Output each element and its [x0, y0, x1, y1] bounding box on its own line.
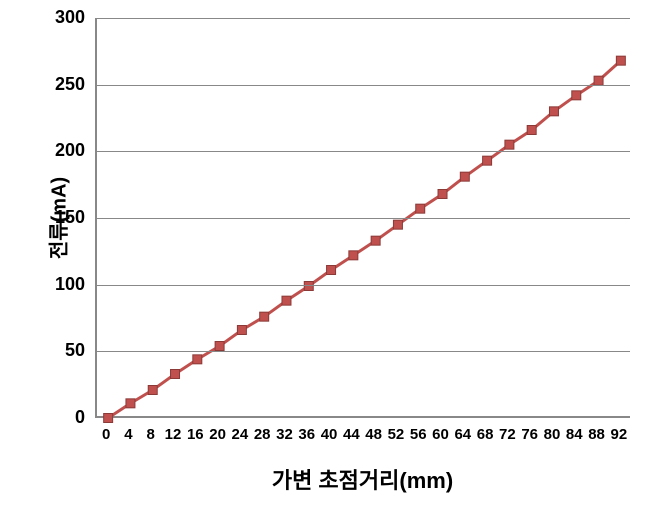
y-tick-label: 200	[0, 140, 85, 161]
data-marker	[527, 126, 536, 135]
data-marker	[505, 140, 514, 149]
x-tick-label: 12	[165, 426, 182, 443]
x-tick-label: 48	[365, 426, 382, 443]
x-tick-label: 76	[521, 426, 538, 443]
x-tick-label: 44	[343, 426, 360, 443]
data-marker	[260, 312, 269, 321]
data-marker	[460, 172, 469, 181]
data-marker	[237, 326, 246, 335]
gridline-h	[97, 18, 630, 19]
data-marker	[171, 370, 180, 379]
x-tick-label: 92	[611, 426, 628, 443]
data-marker	[304, 282, 313, 291]
x-tick-label: 84	[566, 426, 583, 443]
x-axis-label: 가변 초점거리(mm)	[272, 463, 453, 495]
x-tick-label: 4	[124, 426, 132, 443]
y-tick-label: 300	[0, 7, 85, 28]
x-tick-label: 20	[209, 426, 226, 443]
x-tick-label: 8	[147, 426, 155, 443]
x-tick-label: 56	[410, 426, 427, 443]
plot-area	[95, 18, 630, 418]
gridline-h	[97, 285, 630, 286]
x-tick-label: 80	[544, 426, 561, 443]
x-tick-label: 68	[477, 426, 494, 443]
x-tick-label: 36	[298, 426, 315, 443]
x-tick-label: 16	[187, 426, 204, 443]
data-marker	[416, 204, 425, 213]
data-marker	[193, 355, 202, 364]
gridline-h	[97, 218, 630, 219]
chart-container: 전류(mA) 가변 초점거리(mm) 050100150200250300048…	[0, 0, 658, 522]
data-marker	[282, 296, 291, 305]
data-marker	[393, 220, 402, 229]
x-tick-label: 64	[454, 426, 471, 443]
y-tick-label: 100	[0, 274, 85, 295]
gridline-h	[97, 351, 630, 352]
x-tick-label: 88	[588, 426, 605, 443]
data-marker	[483, 156, 492, 165]
data-marker	[148, 386, 157, 395]
data-marker	[572, 91, 581, 100]
x-tick-label: 28	[254, 426, 271, 443]
data-marker	[349, 251, 358, 260]
gridline-h	[97, 85, 630, 86]
x-tick-label: 32	[276, 426, 293, 443]
x-tick-label: 24	[232, 426, 249, 443]
data-marker	[549, 107, 558, 116]
data-marker	[104, 414, 113, 423]
x-tick-label: 52	[388, 426, 405, 443]
y-tick-label: 0	[0, 407, 85, 428]
series-line	[108, 61, 621, 418]
data-marker	[327, 266, 336, 275]
y-tick-label: 150	[0, 207, 85, 228]
x-tick-label: 0	[102, 426, 110, 443]
data-marker	[371, 236, 380, 245]
y-tick-label: 250	[0, 74, 85, 95]
x-tick-label: 72	[499, 426, 516, 443]
x-tick-label: 60	[432, 426, 449, 443]
data-marker	[126, 399, 135, 408]
data-marker	[438, 190, 447, 199]
data-marker	[616, 56, 625, 65]
x-tick-label: 40	[321, 426, 338, 443]
data-marker	[215, 342, 224, 351]
gridline-h	[97, 151, 630, 152]
y-tick-label: 50	[0, 340, 85, 361]
